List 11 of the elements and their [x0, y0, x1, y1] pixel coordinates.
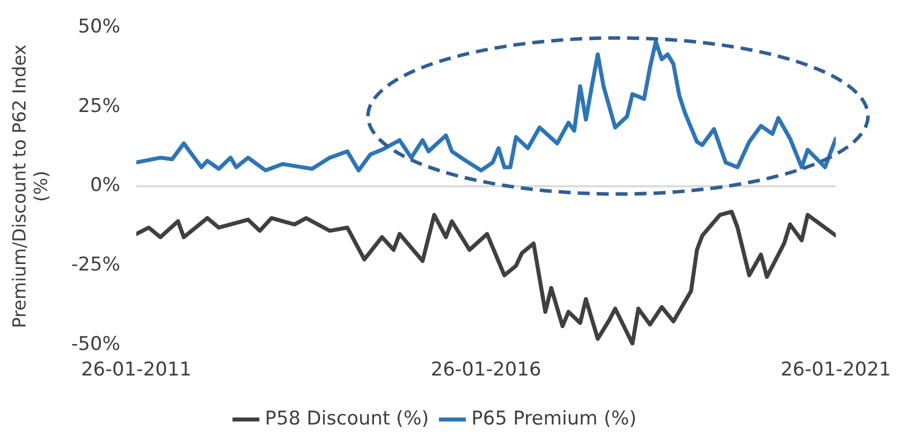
- legend-label: P58 Discount (%): [264, 407, 429, 430]
- y-tick-label: 50%: [78, 15, 120, 38]
- y-tick-label: 0%: [90, 174, 120, 196]
- x-tick-label: 26-01-2021: [780, 358, 891, 381]
- y-tick-label: -50%: [71, 333, 120, 356]
- legend-label: P65 Premium (%): [471, 407, 637, 430]
- x-tick-label: 26-01-2016: [430, 358, 542, 381]
- y-axis-title: Premium/Discount to P62 Index (%): [9, 44, 52, 328]
- y-tick-label: 25%: [78, 94, 120, 117]
- x-tick-label: 26-01-2011: [81, 358, 192, 381]
- y-tick-label: -25%: [71, 254, 120, 276]
